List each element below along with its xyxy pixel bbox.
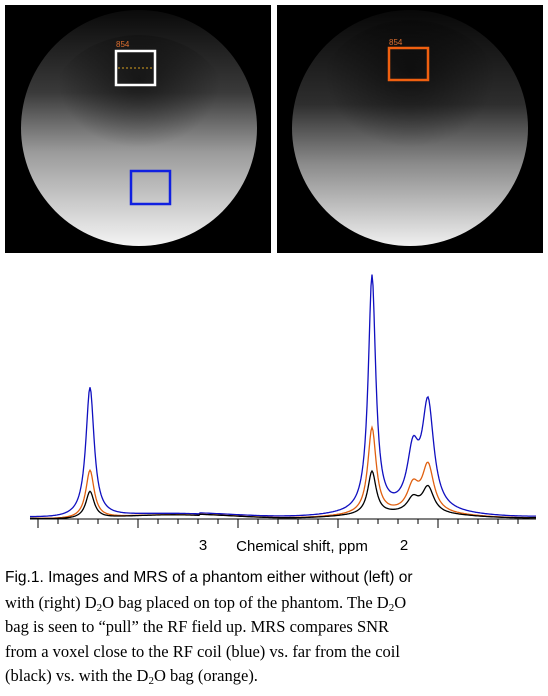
caption-line: Fig.1. Images and MRS of a phantom eithe… bbox=[5, 566, 545, 591]
caption-text: bag is seen to “pull” the RF field up. M… bbox=[5, 617, 390, 636]
subscript: 2 bbox=[388, 601, 395, 614]
caption-text: O bag placed on top of the phantom. The … bbox=[102, 592, 389, 612]
shade bbox=[49, 35, 229, 185]
shade bbox=[315, 20, 505, 190]
x-tick-label: 3 bbox=[199, 537, 207, 554]
voxel-box bbox=[114, 49, 157, 87]
caption-text: O bag (orange). bbox=[153, 666, 258, 685]
caption-text: (black) vs. with the D bbox=[5, 666, 149, 685]
caption-text: O bbox=[394, 592, 407, 612]
subscript: 2 bbox=[148, 675, 154, 687]
caption-text: with (right) D bbox=[5, 592, 97, 612]
caption-line: with (right) D2O bag placed on top of th… bbox=[5, 591, 545, 616]
voxel-box-orange bbox=[387, 46, 430, 82]
subscript: 2 bbox=[96, 601, 103, 614]
caption: Fig.1. Images and MRS of a phantom eithe… bbox=[5, 566, 545, 689]
caption-line: bag is seen to “pull” the RF field up. M… bbox=[5, 615, 545, 640]
figure-graphics: 854 854 3 2 Chemical shift, ppm bbox=[5, 5, 543, 555]
x-axis-label: Chemical shift, ppm bbox=[236, 538, 368, 555]
x-ticks bbox=[37, 519, 519, 528]
voxel-label: 854 bbox=[389, 38, 403, 47]
caption-text: from a voxel close to the RF coil (blue)… bbox=[5, 641, 400, 661]
voxel-box-blue bbox=[129, 169, 172, 206]
spectrum-line bbox=[30, 274, 536, 518]
spectrum bbox=[29, 274, 536, 520]
caption-line: (black) vs. with the D2O bag (orange). bbox=[5, 664, 545, 689]
caption-text: Fig.1. Images and MRS of a phantom eithe… bbox=[5, 569, 413, 586]
caption-line: from a voxel close to the RF coil (blue)… bbox=[5, 640, 545, 665]
x-tick-label: 2 bbox=[400, 537, 408, 554]
voxel-label: 854 bbox=[116, 40, 130, 49]
spectrum-line bbox=[29, 469, 536, 520]
